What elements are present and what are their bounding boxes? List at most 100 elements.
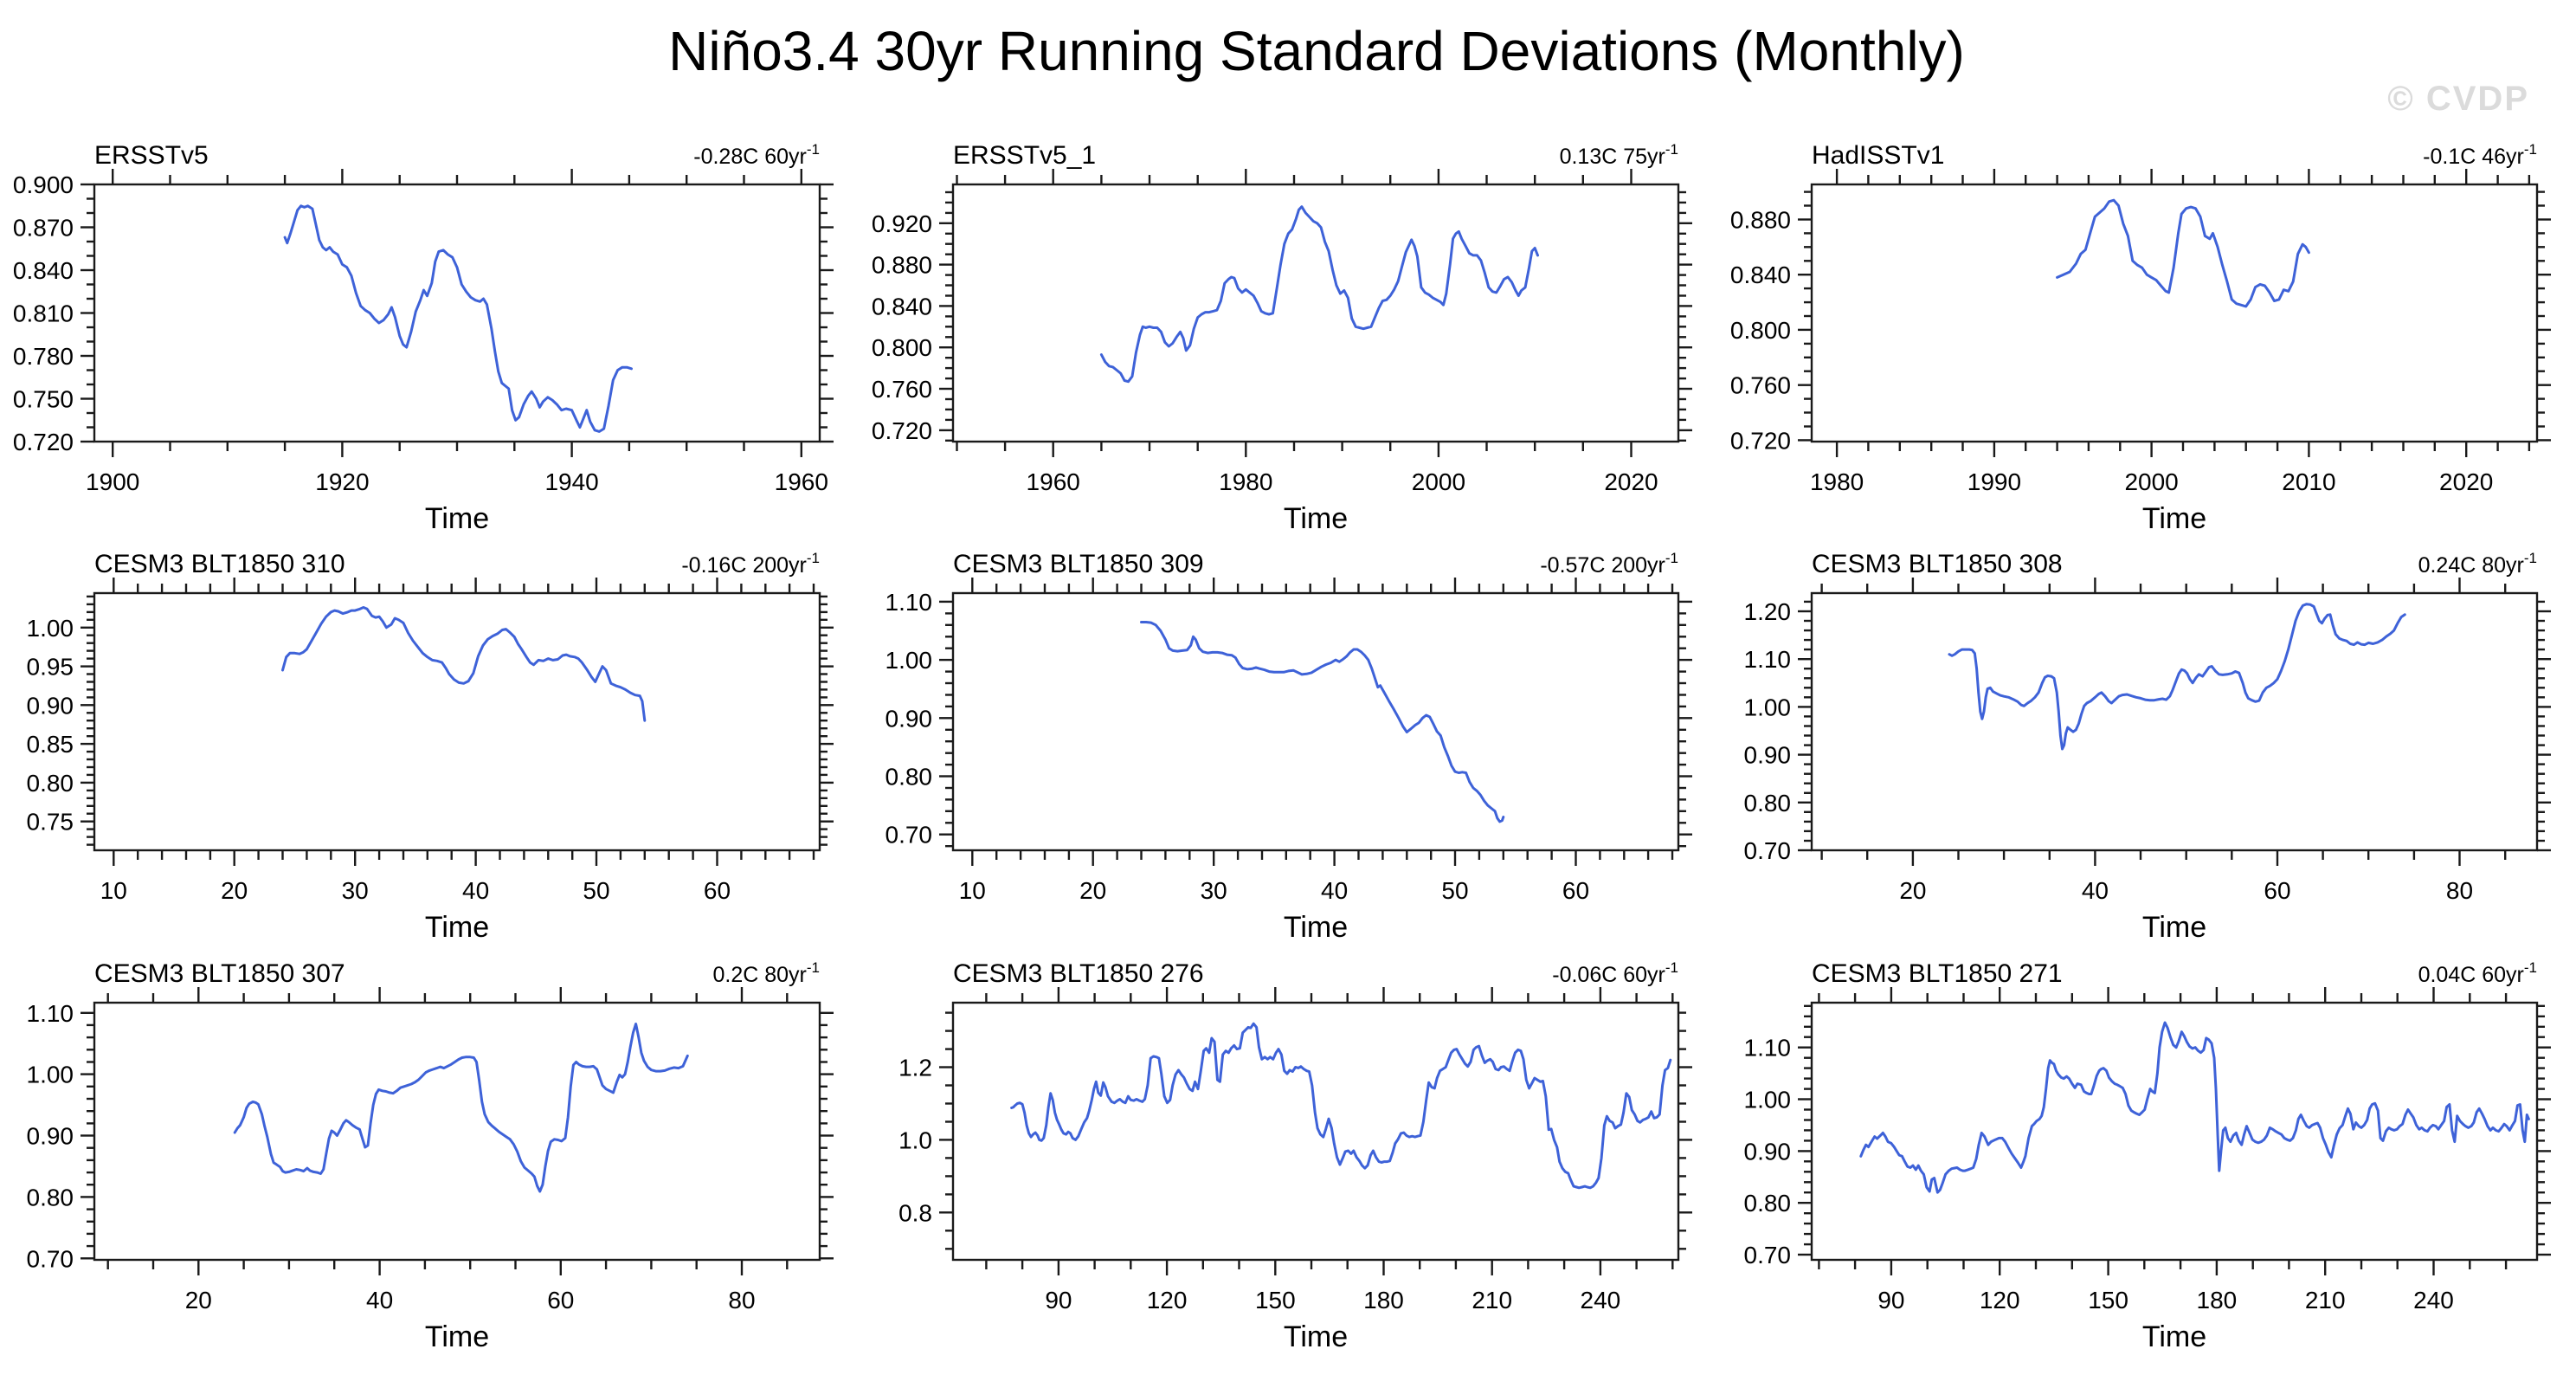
y-tick-label: 0.720 xyxy=(13,429,74,455)
axis-labels: 10 20 30 40 50 60 0.70 0.80 0.90 1.00 1.10 xyxy=(886,589,1590,904)
y-tick-label: 1.10 xyxy=(886,589,933,616)
axis-labels: 90 120 150 180 210 240 0.8 1.0 1.2 xyxy=(898,1055,1620,1314)
x-tick-label: 120 xyxy=(1147,1287,1188,1314)
axis-labels: 90 120 150 180 210 240 0.70 0.80 0.90 1.00 1.10 xyxy=(1744,1035,2454,1314)
y-tick-label: 1.00 xyxy=(1744,1087,1792,1114)
x-axis-title: Time xyxy=(1284,1320,1348,1353)
y-tick-label: 0.80 xyxy=(1744,1190,1792,1217)
trend-value: -0.57C 200yr xyxy=(1540,553,1665,578)
trend-value: -0.16C 200yr xyxy=(681,553,807,578)
panel-title: CESM3 BLT1850 276 xyxy=(953,959,1204,988)
x-axis-title: Time xyxy=(1284,502,1348,535)
y-tick-label: 0.90 xyxy=(886,705,933,732)
panel-title: CESM3 BLT1850 309 xyxy=(953,550,1204,578)
y-tick-label: 0.720 xyxy=(872,417,932,444)
x-tick-label: 10 xyxy=(100,877,127,904)
trend-value: 0.04C 60yr xyxy=(2418,963,2524,987)
series-line xyxy=(1948,603,2406,751)
trend-annotation: 0.24C 80yr-1 xyxy=(2418,550,2537,578)
series-line xyxy=(281,606,647,722)
panel-cesm3-blt1850-271: 90 120 150 180 210 240 0.70 0.80 0.90 1.00 1.10 CES… xyxy=(1744,959,2551,1353)
panel-title: HadISSTv1 xyxy=(1812,141,1944,170)
y-tick-label: 0.760 xyxy=(1730,372,1791,399)
y-tick-label: 1.00 xyxy=(27,1062,74,1088)
y-tick-label: 0.760 xyxy=(872,376,932,403)
x-tick-label: 90 xyxy=(1045,1287,1072,1314)
axis-ticks xyxy=(80,169,834,457)
x-tick-label: 2000 xyxy=(1412,468,1465,495)
x-tick-label: 20 xyxy=(1899,877,1926,904)
y-tick-label: 1.10 xyxy=(1744,646,1792,673)
x-tick-label: 20 xyxy=(1079,877,1106,904)
axis-ticks xyxy=(80,578,834,866)
axis-labels: 20 40 60 80 0.70 0.80 0.90 1.00 1.10 1.20 xyxy=(1744,598,2474,904)
y-tick-label: 0.780 xyxy=(13,343,74,370)
panel-ersstv5-1: 1960 1980 2000 2020 0.720 0.760 0.800 0.840 0.88… xyxy=(872,141,1692,535)
y-tick-label: 0.90 xyxy=(1744,1138,1792,1165)
x-tick-label: 40 xyxy=(462,877,489,904)
plot-frame xyxy=(93,1001,821,1262)
y-tick-label: 0.70 xyxy=(1744,1242,1792,1268)
y-tick-label: 1.0 xyxy=(898,1126,932,1153)
y-tick-label: 0.800 xyxy=(872,334,932,361)
panel-cesm3-blt1850-309: 10 20 30 40 50 60 0.70 0.80 0.90 1.00 1.10 CESM3 BL… xyxy=(886,550,1692,944)
trend-exponent: -1 xyxy=(2524,959,2537,976)
axis-labels: 1960 1980 2000 2020 0.720 0.760 0.800 0.840 0.88… xyxy=(872,210,1658,495)
cvdp-watermark: © CVDP xyxy=(2387,80,2529,118)
trend-annotation: 0.13C 75yr-1 xyxy=(1560,141,1678,169)
x-tick-label: 2000 xyxy=(2124,468,2178,495)
panel-cesm3-blt1850-276: 90 120 150 180 210 240 0.8 1.0 1.2 CESM3 BLT1850 … xyxy=(898,959,1692,1353)
panel-title: CESM3 BLT1850 310 xyxy=(94,550,345,578)
x-tick-label: 40 xyxy=(2082,877,2109,904)
plot-frame xyxy=(1810,591,2539,852)
x-tick-label: 2010 xyxy=(2282,468,2335,495)
axis-ticks xyxy=(80,987,834,1275)
axis-ticks xyxy=(939,987,1692,1275)
trend-exponent: -1 xyxy=(807,959,820,976)
trend-exponent: -1 xyxy=(1665,550,1678,566)
y-tick-label: 0.920 xyxy=(872,210,932,237)
y-tick-label: 1.20 xyxy=(1744,598,1792,625)
x-axis-title: Time xyxy=(425,1320,489,1353)
panel-cesm3-blt1850-307: 20 40 60 80 0.70 0.80 0.90 1.00 1.10 CESM3 BLT185… xyxy=(27,959,834,1353)
y-tick-label: 0.880 xyxy=(1730,207,1791,234)
plot-frame xyxy=(951,591,1680,852)
y-tick-label: 0.70 xyxy=(886,822,933,849)
series-line xyxy=(2056,198,2310,308)
x-tick-label: 240 xyxy=(2413,1287,2454,1314)
axis-ticks xyxy=(1798,987,2551,1275)
x-tick-label: 50 xyxy=(1441,877,1468,904)
axis-ticks xyxy=(939,578,1692,866)
y-tick-label: 0.810 xyxy=(13,300,74,327)
trend-exponent: -1 xyxy=(2524,550,2537,566)
x-tick-label: 210 xyxy=(2305,1287,2346,1314)
x-tick-label: 10 xyxy=(959,877,986,904)
x-tick-label: 2020 xyxy=(2439,468,2493,495)
y-tick-label: 0.880 xyxy=(872,252,932,279)
y-tick-label: 0.720 xyxy=(1730,427,1791,454)
x-tick-label: 80 xyxy=(728,1287,755,1314)
y-tick-label: 0.840 xyxy=(13,257,74,284)
y-tick-label: 0.80 xyxy=(27,770,74,797)
series-line xyxy=(1140,621,1505,823)
trend-value: 0.2C 80yr xyxy=(712,963,806,987)
x-tick-label: 180 xyxy=(2197,1287,2238,1314)
x-tick-label: 60 xyxy=(1562,877,1589,904)
x-tick-label: 180 xyxy=(1363,1287,1404,1314)
y-tick-label: 1.00 xyxy=(1744,694,1792,720)
x-axis-title: Time xyxy=(2142,502,2206,535)
x-tick-label: 60 xyxy=(704,877,731,904)
axis-ticks xyxy=(939,169,1692,457)
x-axis-title: Time xyxy=(2142,1320,2206,1353)
y-tick-label: 0.840 xyxy=(1730,261,1791,288)
y-tick-label: 0.85 xyxy=(27,731,74,758)
x-tick-label: 1940 xyxy=(544,468,598,495)
trend-exponent: -1 xyxy=(2524,141,2537,158)
trend-annotation: -0.28C 60yr-1 xyxy=(693,141,820,169)
trend-value: 0.24C 80yr xyxy=(2418,553,2524,578)
plot-frame xyxy=(951,1001,1680,1262)
y-tick-label: 0.800 xyxy=(1730,317,1791,344)
y-tick-label: 0.90 xyxy=(27,1123,74,1150)
x-tick-label: 150 xyxy=(1255,1287,1296,1314)
